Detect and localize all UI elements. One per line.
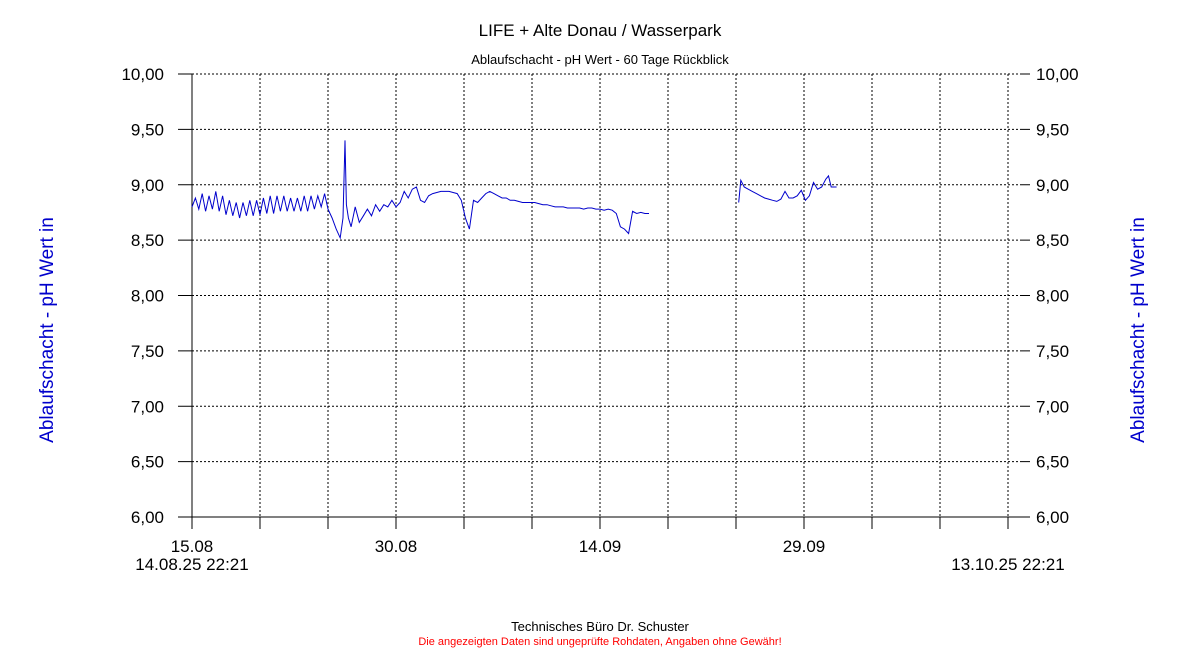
x-tick-label: 30.08 [375, 537, 418, 556]
y-tick-label: 10,00 [121, 65, 164, 84]
chart-subtitle: Ablaufschacht - pH Wert - 60 Tage Rückbl… [471, 52, 729, 67]
y-axis-label-left: Ablaufschacht - pH Wert in [37, 217, 58, 443]
y-tick-label: 7,50 [131, 342, 164, 361]
y-tick-label: 7,00 [1036, 397, 1069, 416]
y-tick-label: 8,50 [131, 231, 164, 250]
y-tick-label: 9,50 [131, 120, 164, 139]
x-start-label: 14.08.25 22:21 [135, 555, 248, 574]
footer-credit: Technisches Büro Dr. Schuster [511, 619, 689, 634]
y-tick-label: 6,50 [131, 453, 164, 472]
y-tick-label: 6,50 [1036, 453, 1069, 472]
y-tick-label: 6,00 [1036, 508, 1069, 527]
y-tick-label: 9,00 [1036, 176, 1069, 195]
y-tick-label: 8,00 [131, 287, 164, 306]
series-layer [191, 140, 837, 240]
x-tick-labels: 15.08 30.08 14.09 29.09 [171, 537, 826, 556]
chart-title: LIFE + Alte Donau / Wasserpark [479, 21, 722, 40]
y-tick-label: 7,50 [1036, 342, 1069, 361]
x-tick-label: 15.08 [171, 537, 214, 556]
axes-layer [178, 73, 1030, 529]
y-tick-label: 9,00 [131, 176, 164, 195]
y-tick-label: 10,00 [1036, 65, 1079, 84]
footer-disclaimer: Die angezeigten Daten sind ungeprüfte Ro… [418, 636, 781, 648]
y-axis-label-right: Ablaufschacht - pH Wert in [1128, 217, 1149, 443]
grid-layer [192, 73, 1022, 517]
y-tick-label: 7,00 [131, 397, 164, 416]
y-tick-label: 8,00 [1036, 287, 1069, 306]
y-tick-label: 9,50 [1036, 120, 1069, 139]
y-tick-label: 8,50 [1036, 231, 1069, 250]
y-tick-labels-left: 10,00 9,50 9,00 8,50 8,00 7,50 7,00 6,50 6,00 [121, 65, 164, 527]
y-tick-label: 6,00 [131, 508, 164, 527]
series-line-segment [191, 140, 649, 240]
y-tick-labels-right: 10,00 9,50 9,00 8,50 8,00 7,50 7,00 6,50 6,00 [1036, 65, 1079, 527]
x-end-label: 13.10.25 22:21 [951, 555, 1064, 574]
x-tick-label: 29.09 [783, 537, 826, 556]
x-tick-label: 14.09 [579, 537, 622, 556]
series-line-segment [738, 174, 837, 203]
